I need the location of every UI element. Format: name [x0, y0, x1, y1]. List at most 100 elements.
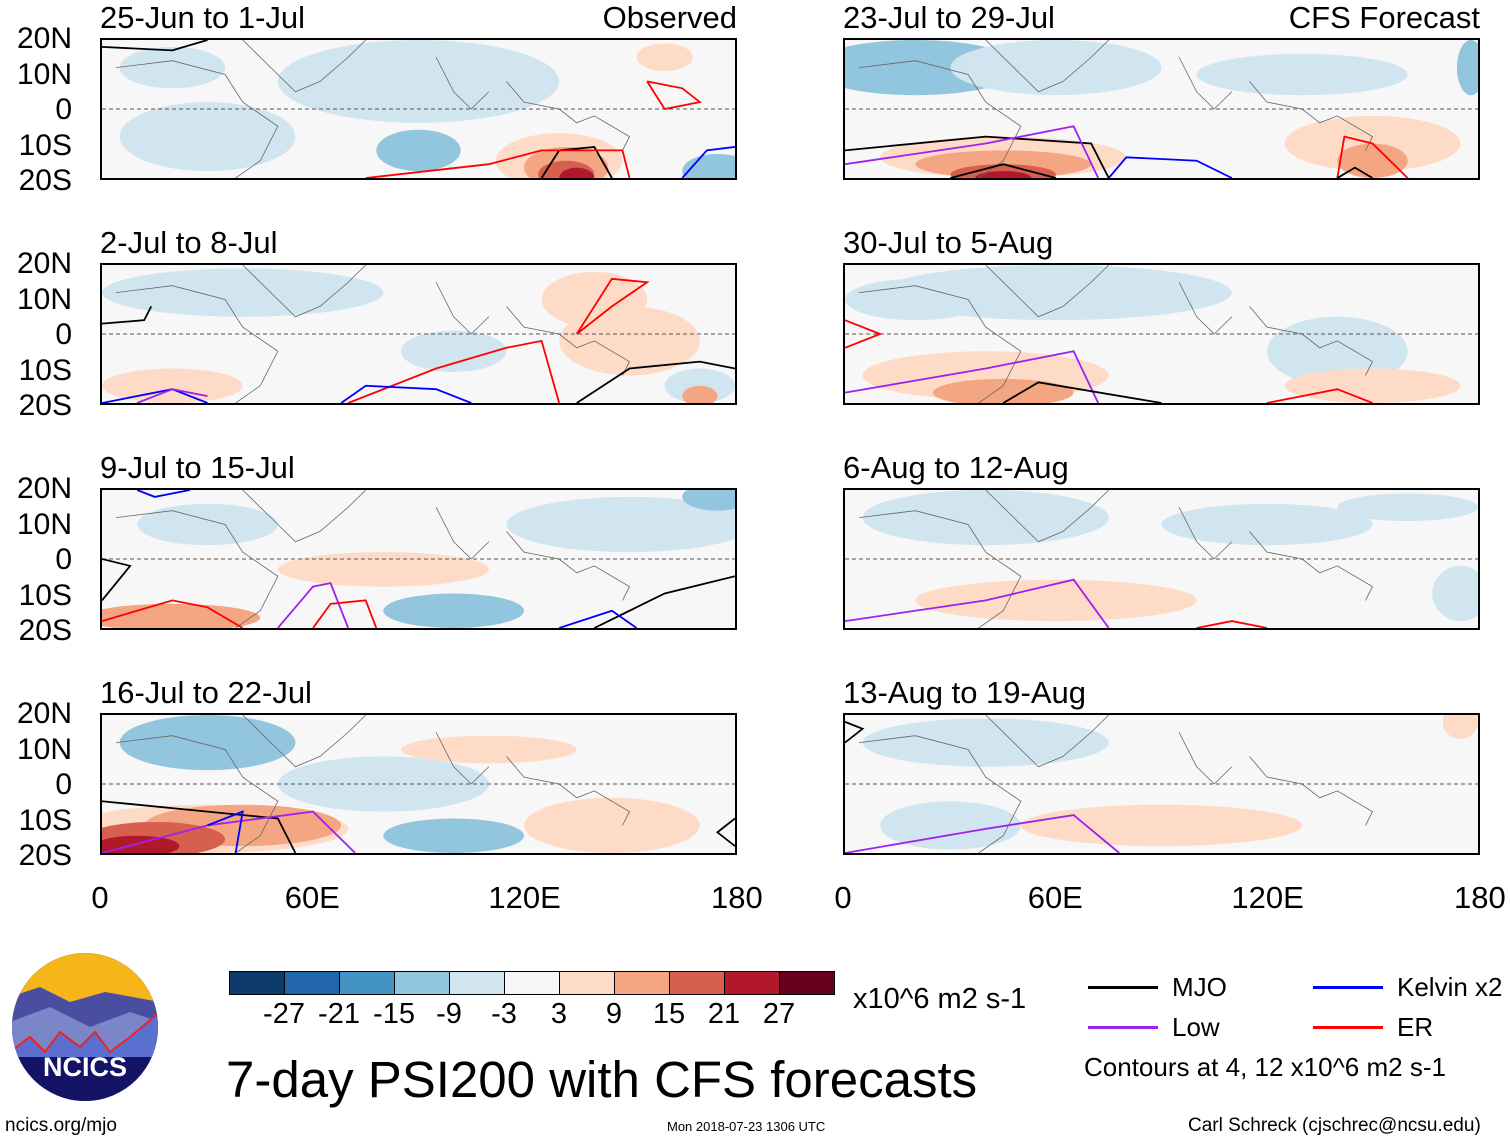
coastline — [116, 736, 278, 853]
anomaly-region — [137, 503, 278, 546]
coastline — [859, 511, 1021, 628]
anomaly-region — [845, 278, 986, 321]
map-panel — [843, 713, 1480, 855]
lat-label: 20N — [16, 22, 72, 55]
coastline — [859, 286, 1021, 403]
contour-line — [1197, 621, 1267, 628]
contour-line — [647, 81, 700, 109]
coastline — [986, 265, 1109, 317]
logo-text: NCICS — [43, 1052, 127, 1082]
coastline — [986, 715, 1109, 767]
footer-url[interactable]: ncics.org/mjo — [5, 1115, 117, 1136]
contour-line — [278, 583, 348, 628]
contour-line — [951, 164, 1057, 178]
anomaly-region — [862, 490, 1109, 546]
lat-label: 10N — [16, 282, 72, 316]
figure-title: 7-day PSI200 with CFS forecasts — [226, 1051, 978, 1108]
lat-label: 10S — [18, 353, 72, 387]
legend-line — [1088, 1026, 1158, 1029]
map-panel — [843, 38, 1480, 180]
coastline — [986, 490, 1109, 542]
coastline — [506, 306, 629, 375]
coastline — [243, 40, 366, 92]
panel-title: 16-Jul to 22-Jul — [100, 675, 312, 710]
legend-label: MJO — [1172, 972, 1227, 1002]
contour-line — [559, 611, 636, 628]
contour-line — [348, 341, 559, 403]
panel-title: 9-Jul to 15-Jul — [100, 450, 295, 485]
lon-label: 180 — [1454, 880, 1506, 915]
lat-label: 10N — [16, 732, 72, 766]
anomaly-region — [1337, 493, 1478, 522]
anomaly-region — [1442, 715, 1478, 740]
contour-line — [313, 600, 376, 628]
contour-line — [845, 126, 1098, 178]
anomaly-region — [277, 40, 560, 123]
contours-note: Contours at 4, 12 x10^6 m2 s-1 — [1084, 1052, 1446, 1082]
anomaly-region — [932, 378, 1074, 403]
contour-line — [341, 386, 471, 403]
coastline — [1179, 282, 1232, 334]
lat-label: 0 — [55, 318, 72, 351]
lat-label: 10N — [16, 57, 72, 91]
lat-label: 20N — [16, 697, 72, 730]
lat-label: 20S — [18, 164, 72, 197]
anomaly-region — [1284, 368, 1461, 403]
contour-line — [542, 147, 612, 178]
contour-line — [208, 812, 243, 853]
lon-label: 0 — [91, 880, 109, 915]
anomaly-region — [682, 385, 718, 403]
coastline — [436, 507, 489, 559]
lat-label: 10S — [18, 803, 72, 837]
contour-line — [102, 600, 243, 628]
colorbar-swatch — [229, 971, 285, 995]
contour-line — [577, 279, 647, 334]
lat-label: 10S — [18, 578, 72, 612]
map-panel — [100, 713, 737, 855]
contour-line — [845, 722, 863, 743]
anomaly-region — [119, 102, 296, 172]
anomaly-region — [119, 46, 226, 89]
coastline — [243, 490, 366, 542]
lat-label: 0 — [55, 768, 72, 801]
panel-source-label: Observed — [602, 0, 737, 35]
coastline — [436, 732, 489, 784]
colorbar-tick: -21 — [318, 998, 360, 1030]
contour-line — [845, 815, 1119, 853]
anomaly-region — [636, 43, 693, 72]
legend-label: Kelvin x2 — [1397, 972, 1503, 1002]
anomaly-region — [102, 268, 384, 317]
panel-title: 23-Jul to 29-Jul — [843, 0, 1055, 35]
legend-line — [1313, 1026, 1383, 1029]
contour-line — [1109, 157, 1232, 178]
legend-line — [1313, 986, 1383, 989]
contour-line — [102, 40, 208, 50]
coastline — [436, 57, 489, 109]
colorbar-swatch — [669, 971, 725, 995]
footer-author: Carl Schreck (cjschrec@ncsu.edu) — [1188, 1115, 1481, 1136]
lat-label: 0 — [55, 93, 72, 126]
colorbar-tick: -9 — [436, 998, 462, 1030]
anomaly-region — [1337, 143, 1408, 178]
anomaly-region — [383, 593, 524, 628]
anomaly-region — [950, 40, 1162, 96]
colorbar-swatch — [724, 971, 780, 995]
anomaly-region — [524, 797, 700, 853]
contour-line — [137, 490, 190, 497]
coastline — [1179, 507, 1232, 559]
colorbar-swatch — [339, 971, 395, 995]
anomaly-region — [277, 552, 489, 587]
anomaly-region — [400, 330, 507, 372]
map-panel — [843, 488, 1480, 630]
map-panel — [843, 263, 1480, 405]
coastline — [1249, 531, 1372, 600]
colorbar-units: x10^6 m2 s-1 — [853, 983, 1027, 1015]
anomaly-region — [383, 818, 524, 853]
coastline — [243, 715, 366, 767]
anomaly-region — [376, 129, 461, 172]
coastline — [506, 756, 629, 825]
coastline — [506, 81, 629, 150]
colorbar-tick: -15 — [373, 998, 415, 1030]
colorbar-swatch — [779, 971, 835, 995]
coastline — [243, 265, 366, 317]
